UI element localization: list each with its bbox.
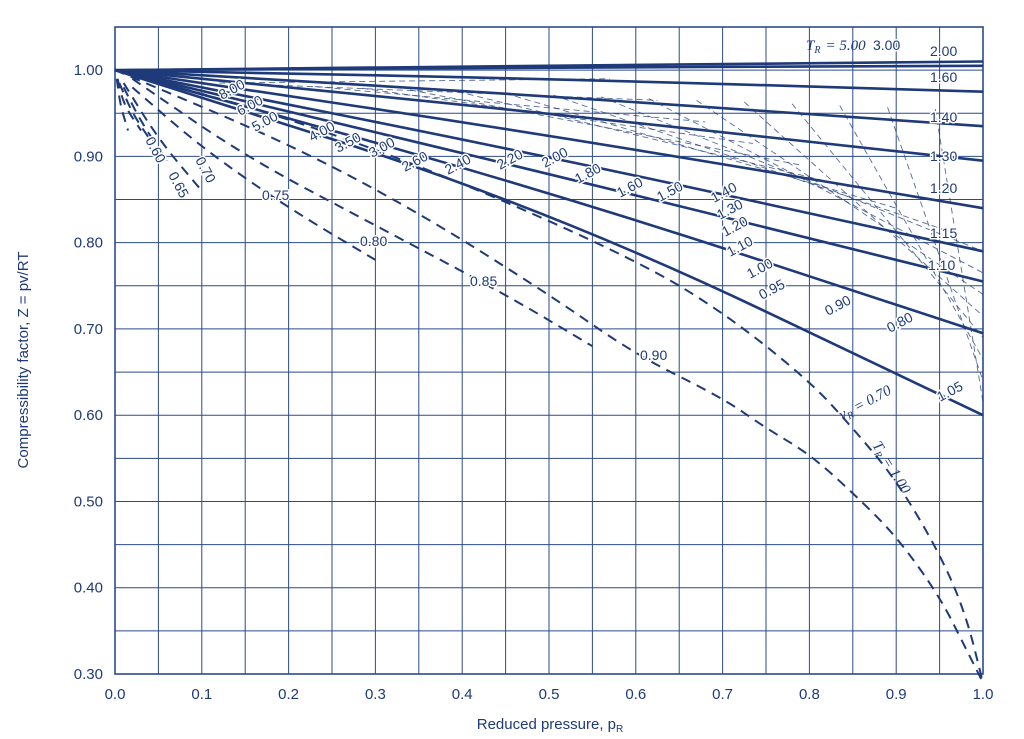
vr-dashed-line bbox=[457, 91, 849, 188]
vr-dashed-line bbox=[362, 87, 754, 144]
x-tick-label: 0.4 bbox=[452, 686, 473, 703]
curve-value-label: 0.60 bbox=[142, 134, 169, 166]
vr-dashed-line bbox=[839, 105, 984, 360]
grid bbox=[114, 26, 984, 675]
curve-value-label: 3.00 bbox=[873, 37, 900, 53]
y-axis-label: Compressibility factor, Z = pv/RT bbox=[15, 252, 32, 469]
tr-curve bbox=[131, 86, 376, 261]
tr-header-label: TR = 5.00 bbox=[806, 38, 866, 56]
x-tick-label: 1.0 bbox=[973, 686, 994, 703]
x-tick-label: 0.6 bbox=[625, 686, 646, 703]
vr-dashed-line bbox=[505, 92, 897, 209]
tr-curve bbox=[114, 68, 984, 283]
curves bbox=[114, 60, 984, 684]
vr-dashed-line bbox=[314, 86, 706, 123]
curve-value-label: 0.95 bbox=[756, 276, 788, 303]
tr-curve bbox=[122, 82, 203, 192]
tr-curve bbox=[122, 86, 168, 162]
tr-curve bbox=[131, 77, 593, 348]
curve-value-label: 2.00 bbox=[539, 144, 571, 171]
y-tick-label: 0.80 bbox=[74, 235, 103, 252]
y-tick-label: 0.30 bbox=[74, 666, 103, 683]
x-tick-label: 0.9 bbox=[886, 686, 907, 703]
y-tick-label: 0.70 bbox=[74, 321, 103, 338]
tr-curve bbox=[118, 82, 151, 140]
x-tick-label: 0.5 bbox=[539, 686, 560, 703]
tr-curve bbox=[114, 68, 984, 253]
curve-value-label: 1.15 bbox=[930, 225, 957, 241]
curve-value-label: 0.85 bbox=[470, 273, 497, 289]
vr-dashed-line bbox=[648, 98, 984, 274]
tr-curve bbox=[114, 69, 984, 684]
curve-value-label: 0.80 bbox=[360, 233, 387, 249]
x-tick-label: 0.3 bbox=[365, 686, 386, 703]
curve-value-label: 1.30 bbox=[930, 148, 957, 164]
ticks: 0.0 0.1 0.2 0.3 0.4 0.5 0.6 0.7 0.8 0.9 1.01.000.9… bbox=[74, 62, 994, 703]
x-axis-label: Reduced pressure, pR bbox=[477, 716, 623, 735]
vr-dashed-line bbox=[600, 96, 984, 252]
vr-dashed-line bbox=[887, 107, 984, 381]
tr-curve bbox=[114, 68, 984, 163]
tr-curve bbox=[114, 68, 984, 210]
y-tick-label: 0.60 bbox=[74, 407, 103, 424]
y-tick-label: 0.50 bbox=[74, 493, 103, 510]
curve-value-label: 0.70 bbox=[192, 154, 219, 186]
vr-dashed-line bbox=[696, 99, 984, 295]
x-tick-label: 0.0 bbox=[105, 686, 126, 703]
x-tick-label: 0.2 bbox=[278, 686, 299, 703]
x-tick-label: 0.8 bbox=[799, 686, 820, 703]
vr-dashed-line bbox=[553, 94, 945, 231]
curve-value-label: 1.00 bbox=[744, 255, 776, 282]
tr-curve bbox=[115, 78, 129, 131]
curve-value-label: 1.20 bbox=[930, 180, 957, 196]
x-tick-label: 0.1 bbox=[191, 686, 212, 703]
curve-value-label: 1.10 bbox=[928, 257, 955, 273]
curve-value-label: 0.90 bbox=[822, 292, 854, 319]
y-tick-label: 0.40 bbox=[74, 580, 103, 597]
curve-value-label: 0.75 bbox=[262, 187, 289, 203]
vr-annotation: vR= 0.70 bbox=[836, 382, 895, 425]
curve-value-label: 1.60 bbox=[930, 69, 957, 85]
tr-annotation: TR= 1.00 bbox=[867, 439, 914, 499]
curve-value-label: 0.80 bbox=[884, 309, 916, 336]
curve-value-label: 2.00 bbox=[930, 43, 957, 59]
y-tick-label: 0.90 bbox=[74, 148, 103, 165]
y-tick-label: 1.00 bbox=[74, 62, 103, 79]
tr-curve bbox=[114, 68, 984, 93]
x-tick-label: 0.7 bbox=[712, 686, 733, 703]
curve-value-label: 0.90 bbox=[640, 347, 667, 363]
vr-dashed-line bbox=[410, 89, 801, 166]
tr-curve bbox=[114, 68, 984, 417]
curve-value-label: 1.40 bbox=[930, 109, 957, 125]
tr-curve bbox=[114, 69, 984, 683]
tr-curve bbox=[114, 68, 984, 128]
